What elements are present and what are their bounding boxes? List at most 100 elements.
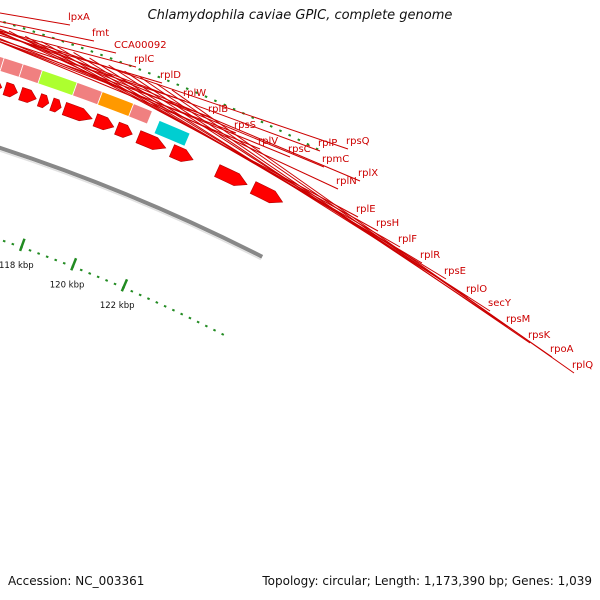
feature-blocks [0, 56, 191, 147]
inner-tick-dot [163, 304, 167, 308]
major-tick [18, 238, 26, 252]
backbone-outer [0, 145, 264, 259]
cds-arrow [61, 102, 93, 122]
kbp-label: 120 kbp [50, 280, 85, 290]
cds-arrow [135, 130, 167, 150]
gene-label-rpsC: rpsC [288, 144, 311, 155]
outer-tick-dot [80, 46, 84, 50]
outer-tick-dot [22, 27, 26, 30]
gene-label-rplV: rplV [258, 136, 278, 147]
gene-label-rplO: rplO [466, 284, 487, 295]
inner-tick-dot [2, 239, 6, 243]
cds-arrow [249, 181, 284, 204]
inner-tick-dot [11, 242, 15, 246]
gene-label-line [171, 89, 575, 374]
gene-label-rpsM: rpsM [506, 314, 530, 325]
outer-tick-dot [109, 57, 113, 60]
outer-tick-dot [32, 30, 36, 33]
inner-tick-dot [88, 272, 92, 275]
gene-label-rplP: rplP [318, 138, 337, 149]
kbp-label: 122 kbp [100, 301, 135, 311]
gene-label-rpsK: rpsK [528, 330, 551, 341]
backbone-highlight [0, 150, 262, 261]
inner-tick-dot [96, 275, 100, 279]
gene-label-line [0, 25, 117, 54]
major-tick [120, 278, 129, 292]
inner-tick-dot [62, 261, 66, 265]
gene-label-rplD: rplD [160, 70, 181, 81]
genome-summary-text: Topology: circular; Length: 1,173,390 bp… [262, 574, 592, 588]
gene-label-rpsH: rpsH [376, 218, 399, 229]
outer-tick-dot [176, 83, 180, 87]
kbp-label: 118 kbp [0, 261, 34, 271]
gene-label-rplE: rplE [356, 204, 376, 215]
inner-tick-dot [113, 282, 117, 286]
inner-tick-dot [54, 258, 58, 262]
inner-tick-dot [155, 301, 159, 304]
gene-label-line [89, 57, 469, 298]
outer-tick-dot [195, 91, 199, 95]
inner-tick-dot [105, 279, 109, 282]
outer-tick-dot [288, 133, 292, 137]
outer-tick-dot [99, 53, 104, 57]
gene-label-CCA00092: CCA00092 [114, 40, 167, 51]
gene-label-line [0, 21, 95, 42]
cds-arrow [0, 82, 3, 89]
inner-tick-dot [188, 316, 192, 320]
cds-arrow [36, 93, 50, 109]
cds-arrow [214, 164, 248, 186]
gene-label-rplQ: rplQ [572, 360, 593, 371]
outer-tick-dot [71, 43, 75, 47]
gene-label-rpmC: rpmC [322, 154, 349, 165]
inner-tick-dot [79, 268, 83, 272]
inner-tick-dot [28, 248, 32, 252]
cds-arrow [92, 113, 115, 131]
gene-label-lpxA: lpxA [68, 12, 90, 23]
gene-label-line [140, 76, 531, 344]
major-tick [70, 257, 78, 271]
gene-label-rpsE: rpsE [444, 266, 466, 277]
feature-block-salmon [71, 81, 103, 106]
cds-arrow [2, 81, 18, 98]
gene-label-rpsQ: rpsQ [346, 136, 370, 147]
outer-tick-dot [204, 95, 208, 99]
kbp-labels: 108 kbp110 kbp112 kbp114 kbp116 kbp118 k… [0, 261, 135, 311]
gene-label-rplN: rplN [336, 176, 357, 187]
feature-block-salmon [128, 103, 153, 125]
inner-tick-dot [180, 312, 184, 316]
cds-arrow [18, 87, 37, 103]
outer-tick-dot [138, 68, 142, 71]
outer-tick-dot [42, 33, 46, 37]
gene-label-rplC: rplC [134, 54, 154, 65]
outer-tick-dot [306, 142, 310, 146]
inner-tick-dot [221, 332, 225, 336]
outer-tick-dot [297, 138, 301, 142]
gene-label-line [41, 41, 401, 248]
gene-label-fmt: fmt [92, 28, 109, 39]
outer-tick-dot [185, 87, 189, 91]
inner-tick-dot [45, 255, 49, 259]
inner-tick-dot [130, 289, 134, 293]
gene-label-secY: secY [488, 298, 512, 309]
map-title: Chlamydophila caviae GPIC, complete geno… [147, 8, 453, 23]
outer-tick-dot [90, 50, 94, 53]
outer-tick-dot [223, 103, 227, 107]
gene-label-rplR: rplR [420, 250, 440, 261]
gene-label-rpsS: rpsS [234, 120, 256, 131]
inner-tick-dot [204, 324, 208, 328]
gene-label-line [0, 31, 339, 190]
accession-text: Accession: NC_003361 [8, 574, 145, 588]
gene-label-rplX: rplX [358, 168, 378, 179]
gene-label-rpoA: rpoA [550, 344, 574, 355]
outer-tick-dot [157, 75, 161, 79]
outer-tick-dot [269, 124, 273, 128]
cds-arrows [0, 81, 284, 204]
outer-tick-dot [260, 120, 264, 124]
outer-tick-dot [278, 129, 283, 133]
outer-tick-dot [166, 79, 170, 83]
cds-arrow [49, 97, 62, 113]
feature-block-green [37, 69, 78, 97]
